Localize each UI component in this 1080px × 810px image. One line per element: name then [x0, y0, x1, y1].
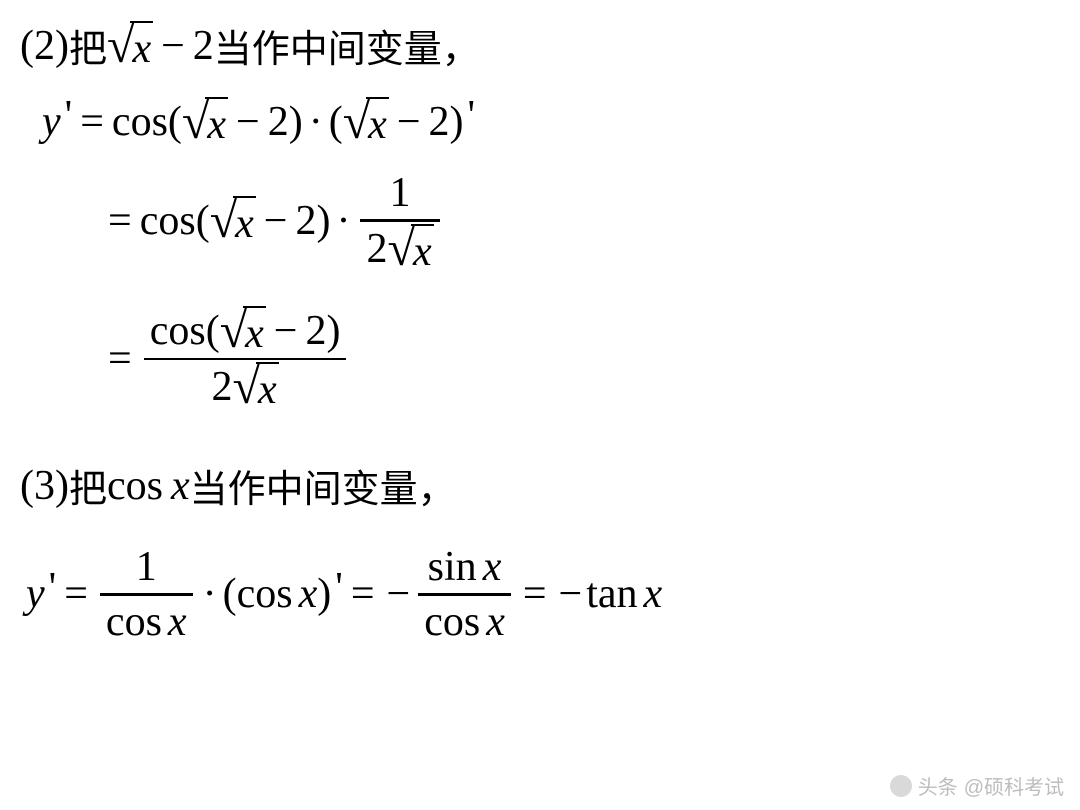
two-5: 2	[366, 225, 387, 273]
x-var-13: x	[644, 570, 663, 618]
lp-3: (	[196, 197, 210, 245]
x-var-2: x	[207, 101, 226, 149]
two-4: 2	[295, 197, 316, 245]
part2-num: (2)	[20, 22, 69, 70]
sqrt-x-1: √ x	[107, 21, 153, 71]
watermark-logo-icon	[890, 775, 912, 797]
cos-4: cos	[107, 462, 163, 510]
rp-2: )	[450, 98, 464, 146]
cos-5: cos	[106, 598, 162, 646]
two-1: 2	[193, 22, 214, 70]
x-var-12: x	[486, 598, 505, 646]
y-var-2: y	[26, 570, 45, 618]
eq-6: =	[523, 570, 547, 618]
two-7: 2	[212, 363, 233, 411]
prime-4: '	[335, 564, 343, 612]
dot-3: ·	[203, 570, 217, 618]
rp-4: )	[326, 307, 340, 355]
frac-2: cos ( √ x − 2 ) 2 √ x	[144, 304, 347, 415]
neg-2: −	[559, 570, 583, 618]
frac-4: sin x cos x	[418, 541, 511, 648]
x-var: x	[132, 25, 151, 73]
rp-1: )	[289, 98, 303, 146]
x-var-10: x	[299, 570, 318, 618]
x-var-7: x	[258, 366, 277, 414]
lp-2: (	[329, 98, 343, 146]
sqrt-x-6: √ x	[220, 306, 266, 356]
minus-5: −	[274, 307, 298, 355]
sqrt-x-7: √ x	[233, 362, 279, 412]
sqrt-x-4: √ x	[210, 196, 256, 246]
minus-2: −	[236, 98, 260, 146]
part3-num: (3)	[20, 462, 69, 510]
x-var-11: x	[483, 543, 502, 591]
neg-1: −	[387, 570, 411, 618]
sin-1: sin	[428, 543, 477, 591]
rp-5: )	[317, 570, 331, 618]
tan-1: tan	[586, 570, 637, 618]
x-var-6: x	[245, 310, 264, 358]
x-var-8: x	[171, 462, 190, 510]
x-var-3: x	[368, 101, 387, 149]
cos-6: cos	[237, 570, 293, 618]
prime-1: '	[65, 92, 73, 140]
eq-4: =	[64, 570, 88, 618]
part3-cn-suffix: 当作中间变量，	[190, 458, 456, 513]
y-var: y	[42, 98, 61, 146]
x-var-5: x	[413, 228, 432, 276]
frac-1: 1 2 √ x	[360, 167, 439, 276]
dot-2: ·	[336, 197, 350, 245]
watermark: 头条 @硕科考试	[890, 771, 1064, 800]
sqrt-x-3: √ x	[343, 97, 389, 147]
watermark-text2: @硕科考试	[964, 771, 1064, 800]
dot-1: ·	[309, 98, 323, 146]
eq-5: =	[351, 570, 375, 618]
prime-2: '	[468, 92, 476, 140]
two-3: 2	[429, 98, 450, 146]
prime-3: '	[49, 564, 57, 612]
one-2: 1	[136, 543, 157, 591]
one-1: 1	[390, 169, 411, 217]
rp-3: )	[316, 197, 330, 245]
cos-7: cos	[424, 598, 480, 646]
part3-cn-prefix: 把	[69, 458, 107, 513]
lp-5: (	[223, 570, 237, 618]
cos-3: cos	[150, 307, 206, 355]
sqrt-x-5: √ x	[387, 224, 433, 274]
eq-2: =	[108, 197, 132, 245]
part2-cn-suffix: 当作中间变量，	[214, 18, 480, 73]
part2-cn-prefix: 把	[69, 18, 107, 73]
cos-1: cos	[112, 98, 168, 146]
two-2: 2	[268, 98, 289, 146]
two-6: 2	[305, 307, 326, 355]
lp-4: (	[206, 307, 220, 355]
eq-1: =	[80, 98, 104, 146]
lp-1: (	[168, 98, 182, 146]
watermark-text1: 头条	[918, 771, 958, 800]
minus-4: −	[264, 197, 288, 245]
x-var-9: x	[168, 598, 187, 646]
cos-2: cos	[140, 197, 196, 245]
x-var-4: x	[235, 200, 254, 248]
eq-3: =	[108, 335, 132, 383]
minus-op: −	[161, 22, 185, 70]
frac-3: 1 cos x	[100, 541, 193, 648]
minus-3: −	[397, 98, 421, 146]
sqrt-x-2: √ x	[182, 97, 228, 147]
